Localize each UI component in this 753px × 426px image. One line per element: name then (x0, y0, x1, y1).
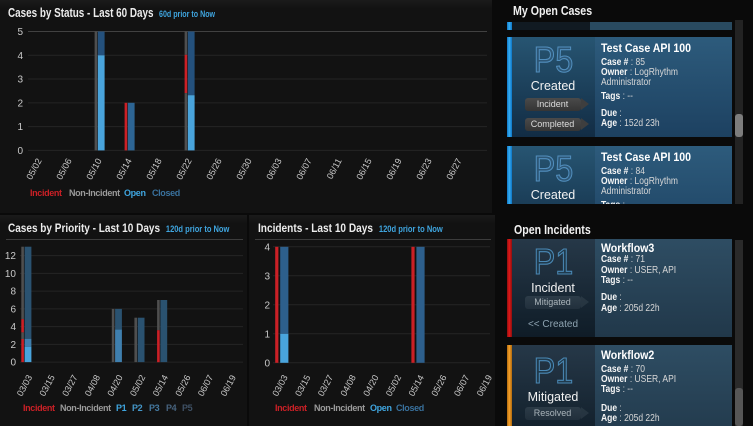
svg-text:4: 4 (264, 242, 270, 253)
svg-text:1: 1 (17, 122, 23, 133)
svg-text:2: 2 (17, 98, 23, 109)
svg-text:03/03: 03/03 (270, 373, 289, 398)
svg-text:05/02: 05/02 (384, 373, 403, 398)
svg-text:0: 0 (10, 358, 16, 369)
svg-text:2: 2 (264, 300, 270, 311)
svg-text:04/20: 04/20 (105, 373, 124, 398)
svg-text:05/18: 05/18 (144, 157, 163, 182)
svg-text:06/07: 06/07 (294, 157, 313, 182)
svg-text:05/26: 05/26 (204, 157, 223, 182)
svg-text:5: 5 (17, 27, 23, 38)
svg-text:05/30: 05/30 (234, 157, 253, 182)
svg-text:0: 0 (264, 358, 270, 369)
svg-text:06/19: 06/19 (384, 157, 403, 182)
svg-text:05/06: 05/06 (54, 157, 73, 182)
svg-text:06/23: 06/23 (414, 157, 433, 182)
svg-text:03/27: 03/27 (316, 373, 335, 398)
svg-text:6: 6 (10, 304, 16, 315)
svg-text:05/14: 05/14 (114, 157, 133, 182)
svg-text:3: 3 (264, 271, 270, 282)
svg-text:4: 4 (17, 51, 23, 62)
svg-text:05/10: 05/10 (84, 157, 103, 182)
svg-text:03/27: 03/27 (60, 373, 79, 398)
svg-text:3: 3 (17, 75, 23, 86)
svg-text:1: 1 (264, 329, 270, 340)
svg-text:06/15: 06/15 (354, 157, 373, 182)
svg-text:12: 12 (5, 251, 17, 262)
svg-text:06/07: 06/07 (452, 373, 471, 398)
svg-text:05/14: 05/14 (151, 373, 170, 398)
svg-text:03/15: 03/15 (293, 373, 312, 398)
svg-text:05/26: 05/26 (429, 373, 448, 398)
svg-text:06/19: 06/19 (475, 373, 494, 398)
svg-text:4: 4 (10, 322, 16, 333)
svg-text:04/20: 04/20 (361, 373, 380, 398)
svg-text:10: 10 (5, 269, 17, 280)
svg-text:2: 2 (10, 340, 16, 351)
svg-text:06/27: 06/27 (444, 157, 463, 182)
svg-text:03/15: 03/15 (37, 373, 56, 398)
svg-text:05/26: 05/26 (173, 373, 192, 398)
svg-text:05/22: 05/22 (174, 157, 193, 182)
svg-text:0: 0 (17, 146, 23, 157)
svg-text:04/08: 04/08 (338, 373, 357, 398)
svg-text:8: 8 (10, 287, 16, 298)
svg-text:06/07: 06/07 (196, 373, 215, 398)
svg-text:05/02: 05/02 (24, 157, 43, 182)
svg-text:04/08: 04/08 (83, 373, 102, 398)
svg-text:06/19: 06/19 (219, 373, 238, 398)
svg-text:06/03: 06/03 (264, 157, 283, 182)
svg-text:05/14: 05/14 (407, 373, 426, 398)
svg-text:06/11: 06/11 (325, 157, 344, 181)
svg-text:05/02: 05/02 (128, 373, 147, 398)
svg-text:03/03: 03/03 (15, 373, 34, 398)
